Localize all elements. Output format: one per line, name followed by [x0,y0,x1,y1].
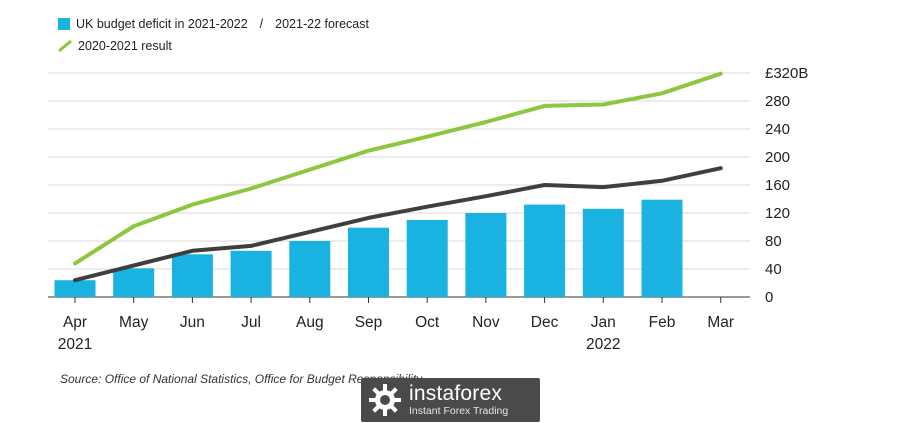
legend-bar-label: UK budget deficit in 2021-2022 [76,17,248,31]
instaforex-logo-icon [369,384,401,416]
y-tick-label: £320B [765,65,808,82]
x-tick-label: Mar [707,314,734,331]
x-tick-label: Jul [241,314,261,331]
bar [641,199,683,297]
watermark: instaforex Instant Forex Trading [361,378,540,422]
x-tick-label: May [119,314,149,331]
x-tick-label: Jun [180,314,205,331]
bar [465,213,507,297]
x-tick-label: Sep [355,314,383,331]
x-tick-label: Apr [63,314,87,331]
forecast-line [73,166,723,283]
legend-separator: / [259,17,264,31]
y-tick-label: 40 [765,261,782,278]
line-series [73,71,723,283]
x-tick-label: Nov [472,314,500,331]
x-tick-label: Feb [649,314,676,331]
bar [406,220,448,297]
bar [230,250,272,297]
y-tick-label: 80 [765,233,782,250]
result-line [73,71,723,266]
watermark-tagline: Instant Forex Trading [409,404,509,417]
x-tick-label: Oct [415,314,440,331]
legend-bar-swatch [58,18,70,30]
bar-series [54,199,683,297]
y-tick-label: 0 [765,289,773,306]
bar [348,227,389,297]
bar [289,241,331,297]
legend-row-1: UK budget deficit in 2021-2022 / 2021-22… [58,17,369,31]
y-axis-ticks: 0 40 80 120 160 200 240 280 £320B [765,65,808,306]
bar [524,204,566,297]
x-tick-label: Dec [531,314,559,331]
x-tick-year-label: 2021 [58,336,92,353]
legend-forecast-label: 2021-22 forecast [275,17,369,31]
y-tick-label: 160 [765,177,790,194]
watermark-brand: instaforex [409,381,503,405]
source-note: Source: Office of National Statistics, O… [60,372,423,386]
x-tick-year-label: 2022 [586,336,620,353]
x-tick-label: Aug [296,314,324,331]
bar [54,280,96,297]
legend-result-label: 2020-2021 result [78,39,172,53]
x-tick-label: Jan [591,314,616,331]
bar [582,208,624,297]
legend-result-swatch [58,40,72,52]
y-tick-label: 240 [765,121,790,138]
y-tick-label: 200 [765,149,790,166]
y-tick-label: 120 [765,205,790,222]
bar [171,254,213,297]
y-tick-label: 280 [765,93,790,110]
bar [113,268,155,297]
x-axis-ticks: Apr 2021 May Jun Jul Aug Sep Oct Nov Dec Jan 2022 Fe… [58,297,734,353]
legend-row-2: 2020-2021 result [58,39,172,53]
